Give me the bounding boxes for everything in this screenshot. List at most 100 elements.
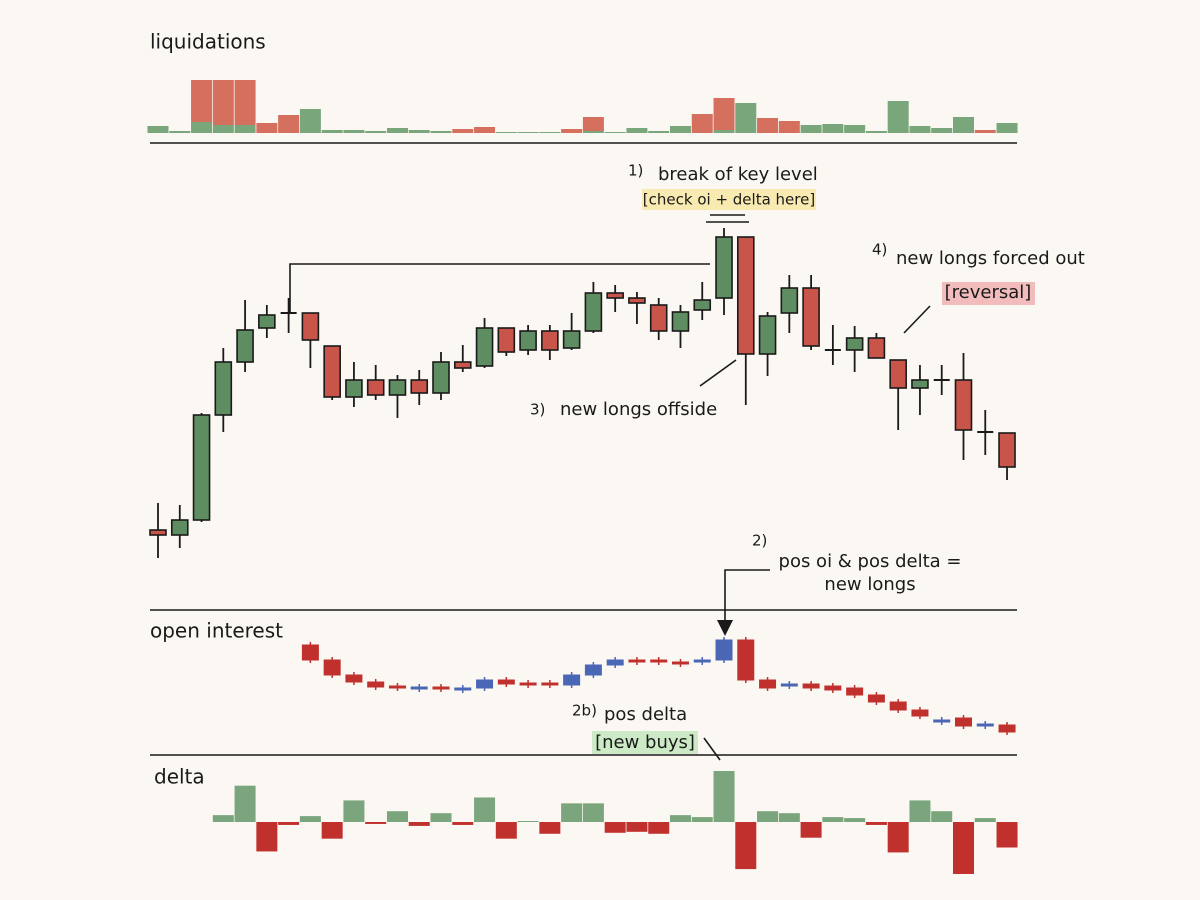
oi-body [802,683,820,689]
annotation: [check oi + delta here] [643,191,815,209]
liquidation-bar [365,131,387,133]
candle-body [584,292,603,332]
candle-body [911,379,929,389]
candle-body [606,292,624,299]
delta-bar [517,821,539,822]
candle-body [715,236,733,299]
candle-body [453,361,472,369]
liquidation-bar [626,128,648,133]
liquidation-bar [386,128,408,133]
liquidation-bar [800,125,822,133]
liquidation-bar [278,115,300,133]
delta-bar [539,822,561,834]
annotation: 2b) [572,702,597,720]
delta-bar [735,822,757,870]
oi-body [476,679,494,689]
delta-bar [278,822,300,825]
delta-bar [234,785,256,822]
liquidation-bar [495,132,517,133]
candle-body [497,327,516,353]
delta-bar [495,822,517,839]
liquidation-bar [147,126,169,133]
oi-body [824,685,842,691]
oi-body [933,719,951,723]
candle-body [345,379,363,398]
delta-bar [561,803,583,822]
candle-body [236,329,254,363]
liquidation-bar [735,103,757,133]
panel-title: liquidations [150,30,266,54]
delta-bar [931,811,953,822]
liquidation-bar [865,131,887,133]
candle-body [954,379,973,431]
arrow [717,569,770,636]
oi-body [628,659,646,663]
oi-body [432,686,450,690]
oi-body [345,674,363,683]
candle-body [170,519,189,536]
candle-body [562,330,581,349]
annotation: 4) [872,241,887,259]
oi-body [976,723,994,727]
delta-bar [256,822,278,852]
candle-body [192,414,211,521]
candle-body [693,299,712,311]
liquidation-bar [321,130,343,133]
liquidation-bar [713,98,735,130]
annotation: pos delta [604,704,687,725]
annotation: new longs offside [560,399,717,420]
oi-body [519,682,537,686]
candle-body [758,315,777,355]
delta-bar [365,822,387,824]
oi-body [606,659,624,666]
delta-bar [800,822,822,838]
liquidation-bar [996,123,1018,133]
delta-bar [822,817,844,822]
delta-bar [212,815,234,822]
oi-body [650,659,668,663]
delta-bar [691,817,713,822]
candle-body [541,330,559,351]
liquidation-bar [539,132,561,133]
oi-body [367,681,385,688]
liquidation-bar [713,130,735,133]
candle-body [410,379,429,394]
candle-body [388,379,407,396]
liquidation-bar [561,129,583,133]
liquidation-bar [974,130,996,133]
oi-body [693,659,711,663]
candle-body [845,337,864,351]
annotation: [new buys] [595,732,695,753]
oi-body [954,717,972,727]
delta-bar [452,822,474,825]
pointer [703,737,721,761]
candle-body [671,311,690,332]
oi-body [410,686,428,690]
delta-bar [909,800,931,822]
delta-bar [343,800,365,822]
highlight [592,731,698,754]
candle-body [475,327,494,367]
liquidation-bar [931,128,953,133]
delta-bar [844,818,866,822]
candle-body [780,287,799,314]
annotation: break of key level [658,164,818,185]
delta-bar [582,803,604,822]
oi-body [759,679,777,689]
oi-body [388,685,406,689]
oi-body [867,694,885,703]
candle-body [366,379,385,396]
oi-body [780,683,798,687]
oi-body [671,661,689,665]
delta-bar [626,822,648,832]
liquidation-bar [343,130,365,133]
delta-bar [430,813,452,822]
liquidation-bar [408,130,430,133]
oi-body [301,644,319,661]
delta-bar [974,818,996,822]
delta-bar [757,811,779,822]
candle-body [432,361,450,394]
delta-bar [474,797,496,822]
liquidation-bar [582,131,604,133]
